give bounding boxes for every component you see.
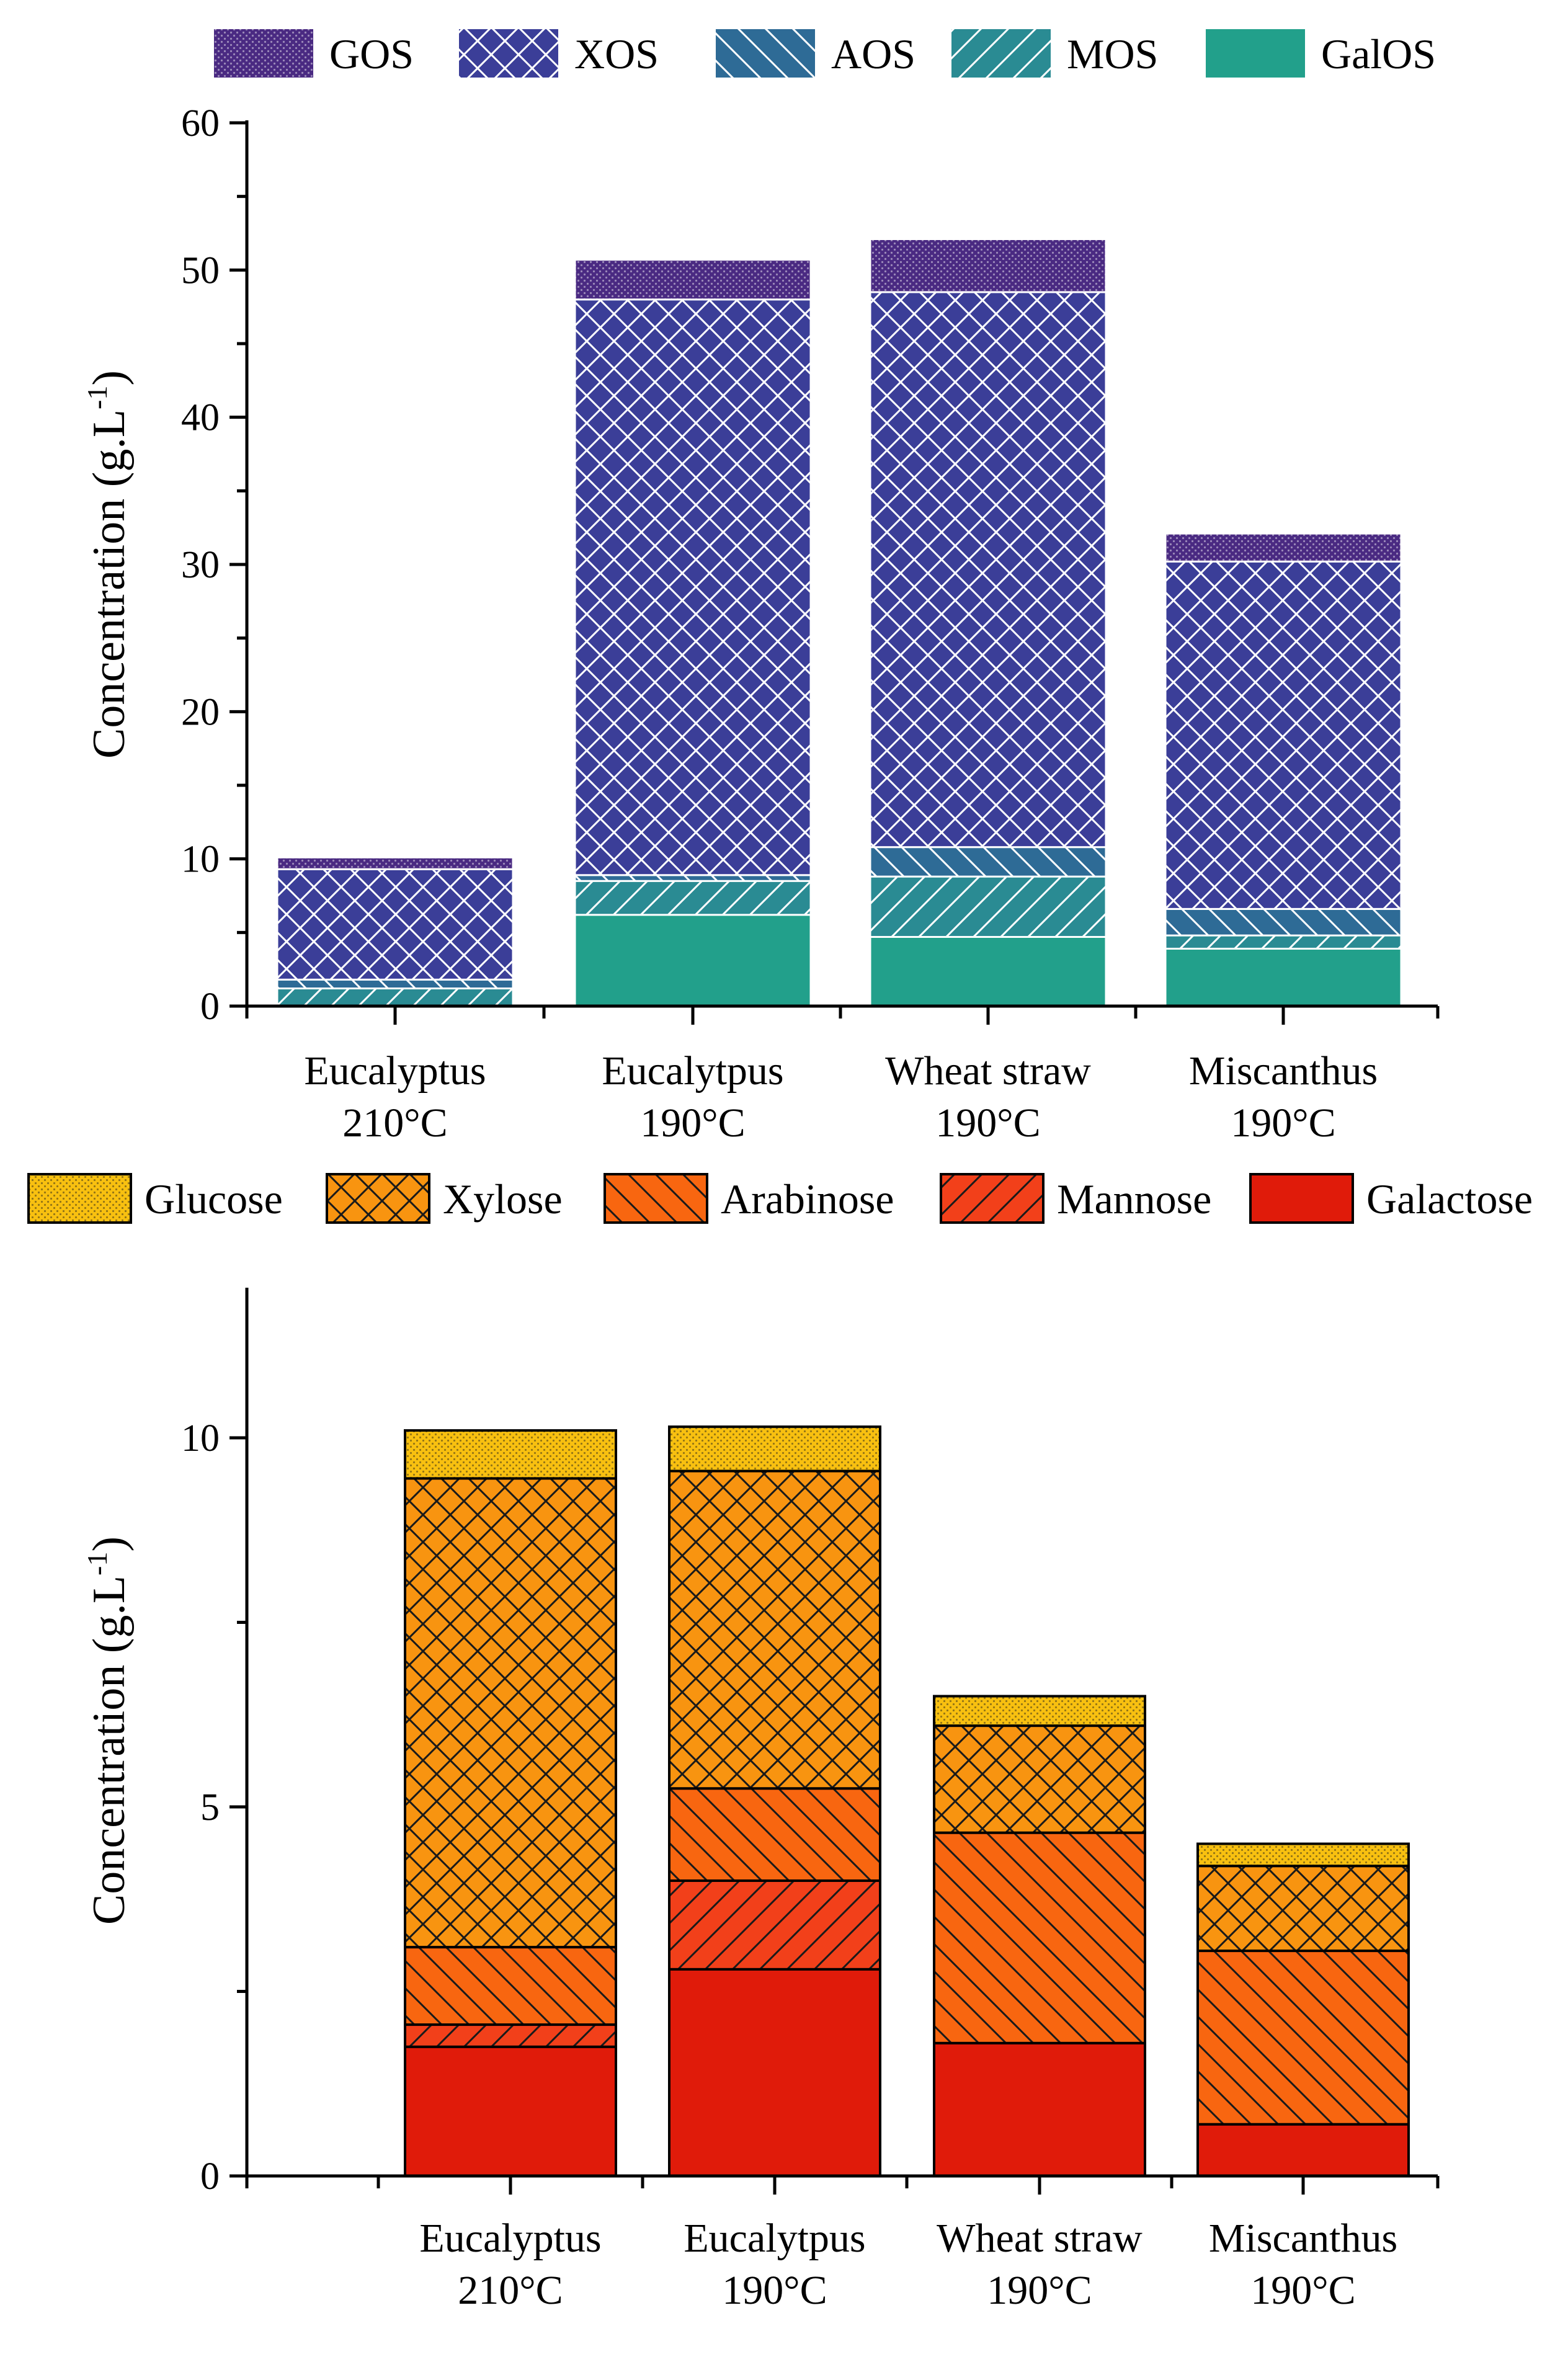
bar-segment-mos-1 <box>276 987 514 1007</box>
bar-segment-arabinose-2 <box>668 1787 881 1882</box>
bar-segment-xylose-1 <box>404 1477 617 1949</box>
bar-segment-xylose-4 <box>1196 1865 1410 1953</box>
x-category-label: Wheat straw <box>885 1048 1091 1094</box>
bar-segment-glucose-4 <box>1196 1842 1410 1868</box>
bar-segment-glucose-2 <box>668 1425 881 1473</box>
bar-segment-aos-3 <box>869 846 1107 878</box>
y-tick-label: 50 <box>181 249 220 292</box>
x-category-temperature: 210°C <box>342 1100 447 1146</box>
bar-segment-galos-3 <box>869 935 1107 1007</box>
chart-oligosaccharides: 0 10 20 30 40 50 60 Eucalyptus 210°C Eucalytpus 19… <box>81 29 1440 1146</box>
bar-segment-xos-4 <box>1164 560 1402 910</box>
legend-swatch-arabinose <box>604 1173 708 1224</box>
legend-swatch-mannose <box>940 1173 1045 1224</box>
bar-segment-xos-2 <box>574 298 812 876</box>
bar-segment-mos-3 <box>869 875 1107 938</box>
chart-monosaccharides: 0 5 10 Eucalyptus 210°C Eucalytpus 190°C Wheat … <box>27 1173 1533 2313</box>
bars <box>404 1425 1410 2178</box>
bar-segment-xos-1 <box>276 868 514 981</box>
y-tick-label: 40 <box>181 397 220 439</box>
bar-segment-gos-4 <box>1164 532 1402 563</box>
bar-segment-gos-1 <box>276 856 514 870</box>
bar-segment-gos-3 <box>869 238 1107 293</box>
bar-segment-glucose-3 <box>933 1695 1146 1727</box>
x-category-temperature: 190°C <box>1250 2268 1355 2313</box>
legend-label-mannose: Mannose <box>1057 1175 1211 1223</box>
bar-segment-galos-2 <box>574 914 812 1007</box>
legend-label-galactose: Galactose <box>1366 1175 1533 1223</box>
x-category-label: Eucalytpus <box>602 1048 783 1094</box>
x-category-label: Miscanthus <box>1209 2216 1397 2261</box>
bars <box>276 238 1402 1007</box>
legend-swatch-xylose <box>326 1173 430 1224</box>
y-tick-label: 0 <box>200 2155 220 2198</box>
x-category-temperature: 190°C <box>935 1100 1040 1146</box>
x-category-temperature: 190°C <box>1231 1100 1335 1146</box>
bar-segment-arabinose-3 <box>933 1831 1146 2044</box>
bar-segment-xylose-3 <box>933 1724 1146 1834</box>
x-category-label: Miscanthus <box>1189 1048 1378 1094</box>
bar-segment-mos-2 <box>574 880 812 916</box>
bar-segment-xos-3 <box>869 291 1107 849</box>
y-tick-label: 0 <box>200 986 220 1028</box>
bar-segment-aos-1 <box>276 978 514 990</box>
y-tick-label: 5 <box>200 1786 220 1829</box>
legend-swatch-mos <box>951 29 1051 78</box>
x-category-temperature: 190°C <box>640 1100 745 1146</box>
x-category-label: Eucalyptus <box>419 2216 601 2261</box>
bar-segment-gos-2 <box>574 259 812 301</box>
legend-swatch-glucose <box>27 1173 132 1224</box>
bar-segment-galos-4 <box>1164 947 1402 1007</box>
bar-segment-galactose-1 <box>404 2045 617 2177</box>
x-category-label: Eucalytpus <box>684 2216 865 2261</box>
bar-segment-aos-4 <box>1164 907 1402 937</box>
bar-segment-xylose-2 <box>668 1469 881 1790</box>
legend-label-xos: XOS <box>574 30 659 78</box>
x-category-label: Eucalyptus <box>304 1048 486 1094</box>
bar-segment-mos-4 <box>1164 934 1402 950</box>
y-axis-title: Concentration (g.L-1) <box>81 1536 135 1925</box>
y-axis-title: Concentration (g.L-1) <box>81 370 135 759</box>
legend-label-gos: GOS <box>329 30 414 78</box>
bar-segment-mannose-2 <box>668 1879 881 1971</box>
legend-swatch-galactose <box>1249 1173 1354 1224</box>
y-tick-label: 20 <box>181 691 220 733</box>
legend-swatch-galos <box>1206 29 1305 78</box>
legend-swatch-aos <box>716 29 815 78</box>
x-category-temperature: 190°C <box>987 2268 1092 2313</box>
bar-segment-arabinose-4 <box>1196 1950 1410 2126</box>
bar-segment-mannose-1 <box>404 2023 617 2048</box>
legend-label-mos: MOS <box>1067 30 1158 78</box>
legend-swatch-xos <box>459 29 558 78</box>
y-tick-label: 10 <box>181 1417 220 1460</box>
y-tick-label: 30 <box>181 544 220 586</box>
legend-label-glucose: Glucose <box>145 1175 283 1223</box>
legend-swatch-gos <box>214 29 313 78</box>
x-category-temperature: 210°C <box>458 2268 563 2313</box>
bar-segment-galactose-2 <box>668 1968 881 2178</box>
legend-label-xylose: Xylose <box>443 1175 563 1223</box>
bar-segment-glucose-1 <box>404 1429 617 1480</box>
y-tick-label: 10 <box>181 839 220 881</box>
legend: GOS XOS AOS MOS GalOS <box>214 29 1436 78</box>
x-category-label: Wheat straw <box>937 2216 1143 2261</box>
bar-segment-galactose-4 <box>1196 2123 1410 2177</box>
legend-label-galos: GalOS <box>1321 30 1436 78</box>
bar-segment-galactose-3 <box>933 2041 1146 2178</box>
legend-label-aos: AOS <box>831 30 915 78</box>
legend: Glucose Xylose Arabinose Mannose Galactose <box>27 1173 1533 1224</box>
legend-label-arabinose: Arabinose <box>721 1175 894 1223</box>
bar-segment-arabinose-1 <box>404 1946 617 2026</box>
y-tick-label: 60 <box>181 102 220 145</box>
x-category-temperature: 190°C <box>722 2268 827 2313</box>
